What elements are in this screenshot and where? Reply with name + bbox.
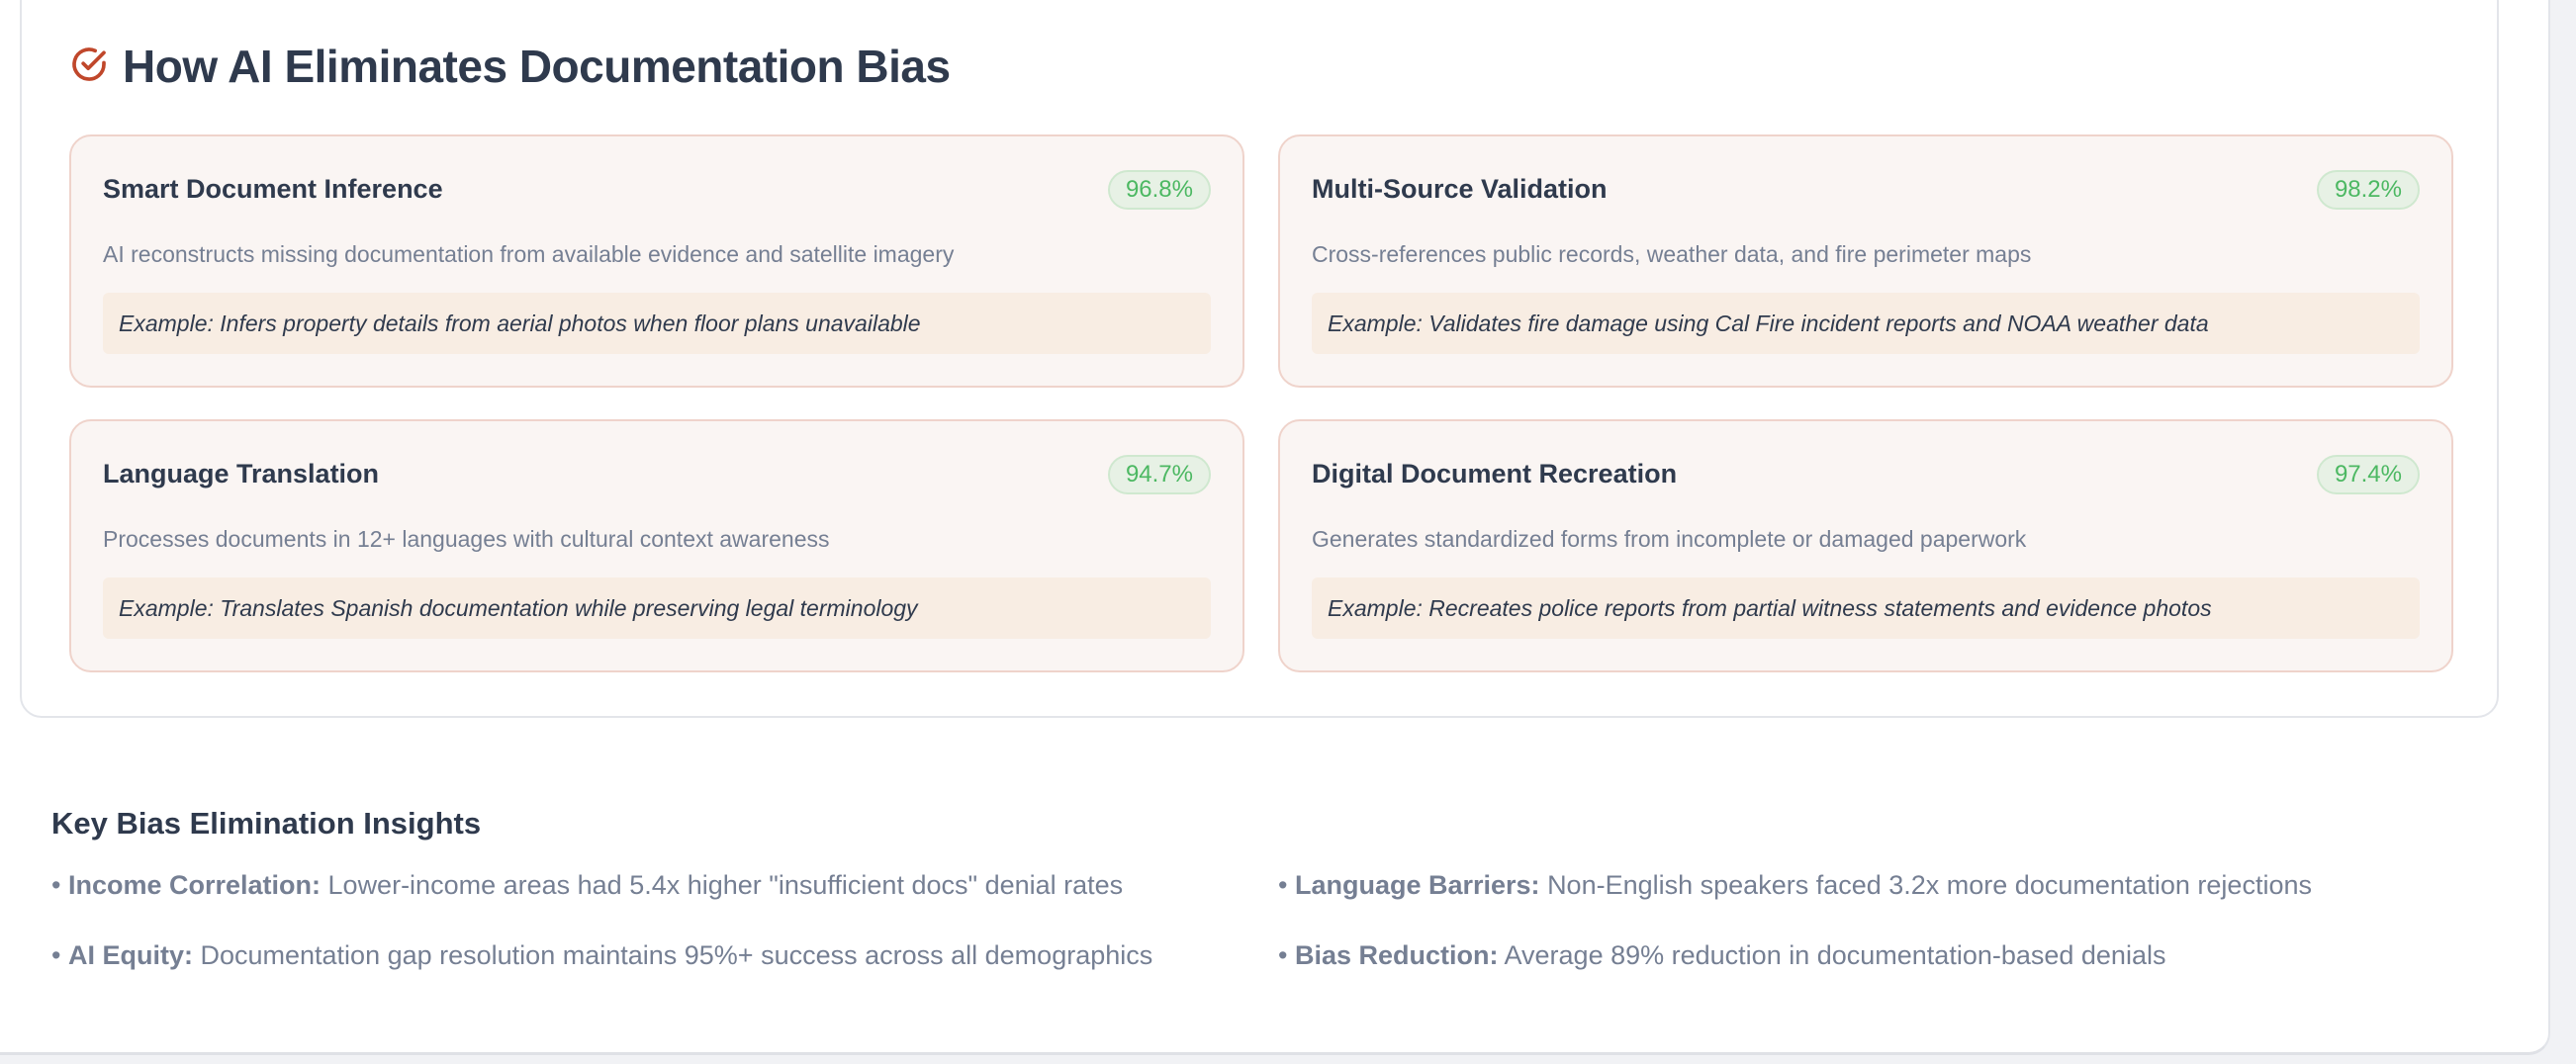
- card-example: Example: Infers property details from ae…: [103, 293, 1211, 354]
- insight-text: Lower-income areas had 5.4x higher "insu…: [327, 870, 1124, 900]
- success-rate-badge: 98.2%: [2316, 170, 2420, 210]
- insight-label: Income Correlation:: [67, 870, 322, 900]
- method-card-smart-document-inference: Smart Document Inference 96.8% AI recons…: [69, 134, 1244, 388]
- card-title: Multi-Source Validation: [1312, 174, 1608, 204]
- section-header: How AI Eliminates Documentation Bias: [69, 40, 951, 93]
- method-card-digital-document-recreation: Digital Document Recreation 97.4% Genera…: [1278, 419, 2453, 672]
- success-rate-badge: 96.8%: [1107, 170, 1211, 210]
- card-title: Language Translation: [103, 459, 380, 488]
- method-cards: Smart Document Inference 96.8% AI recons…: [69, 134, 2453, 672]
- insight-label: Bias Reduction:: [1294, 940, 1499, 970]
- insight-text: Documentation gap resolution maintains 9…: [200, 940, 1153, 970]
- success-rate-badge: 94.7%: [1107, 455, 1211, 494]
- insight-item: • Bias Reduction: Average 89% reduction …: [1278, 940, 2166, 970]
- insight-text: Non-English speakers faced 3.2x more doc…: [1547, 870, 2312, 900]
- insight-label: Language Barriers:: [1294, 870, 1540, 900]
- card-description: Processes documents in 12+ languages wit…: [103, 526, 830, 552]
- card-example: Example: Validates fire damage using Cal…: [1312, 293, 2420, 354]
- card-description: Cross-references public records, weather…: [1312, 241, 2032, 267]
- insight-item: • AI Equity: Documentation gap resolutio…: [51, 940, 1153, 970]
- insight-item: • Language Barriers: Non-English speaker…: [1278, 870, 2312, 900]
- section-title: How AI Eliminates Documentation Bias: [123, 41, 951, 92]
- insight-item: • Income Correlation: Lower-income areas…: [51, 870, 1124, 900]
- check-circle-icon: [69, 44, 109, 89]
- card-description: AI reconstructs missing documentation fr…: [103, 241, 955, 267]
- card-description: Generates standardized forms from incomp…: [1312, 526, 2027, 552]
- method-card-language-translation: Language Translation 94.7% Processes doc…: [69, 419, 1244, 672]
- method-card-multi-source-validation: Multi-Source Validation 98.2% Cross-refe…: [1278, 134, 2453, 388]
- card-example: Example: Translates Spanish documentatio…: [103, 577, 1211, 639]
- insights-title: Key Bias Elimination Insights: [51, 806, 482, 841]
- card-title: Digital Document Recreation: [1312, 459, 1678, 488]
- insight-text: Average 89% reduction in documentation-b…: [1504, 940, 2166, 970]
- insight-label: AI Equity:: [67, 940, 193, 970]
- card-example: Example: Recreates police reports from p…: [1312, 577, 2420, 639]
- card-title: Smart Document Inference: [103, 174, 443, 204]
- success-rate-badge: 97.4%: [2316, 455, 2420, 494]
